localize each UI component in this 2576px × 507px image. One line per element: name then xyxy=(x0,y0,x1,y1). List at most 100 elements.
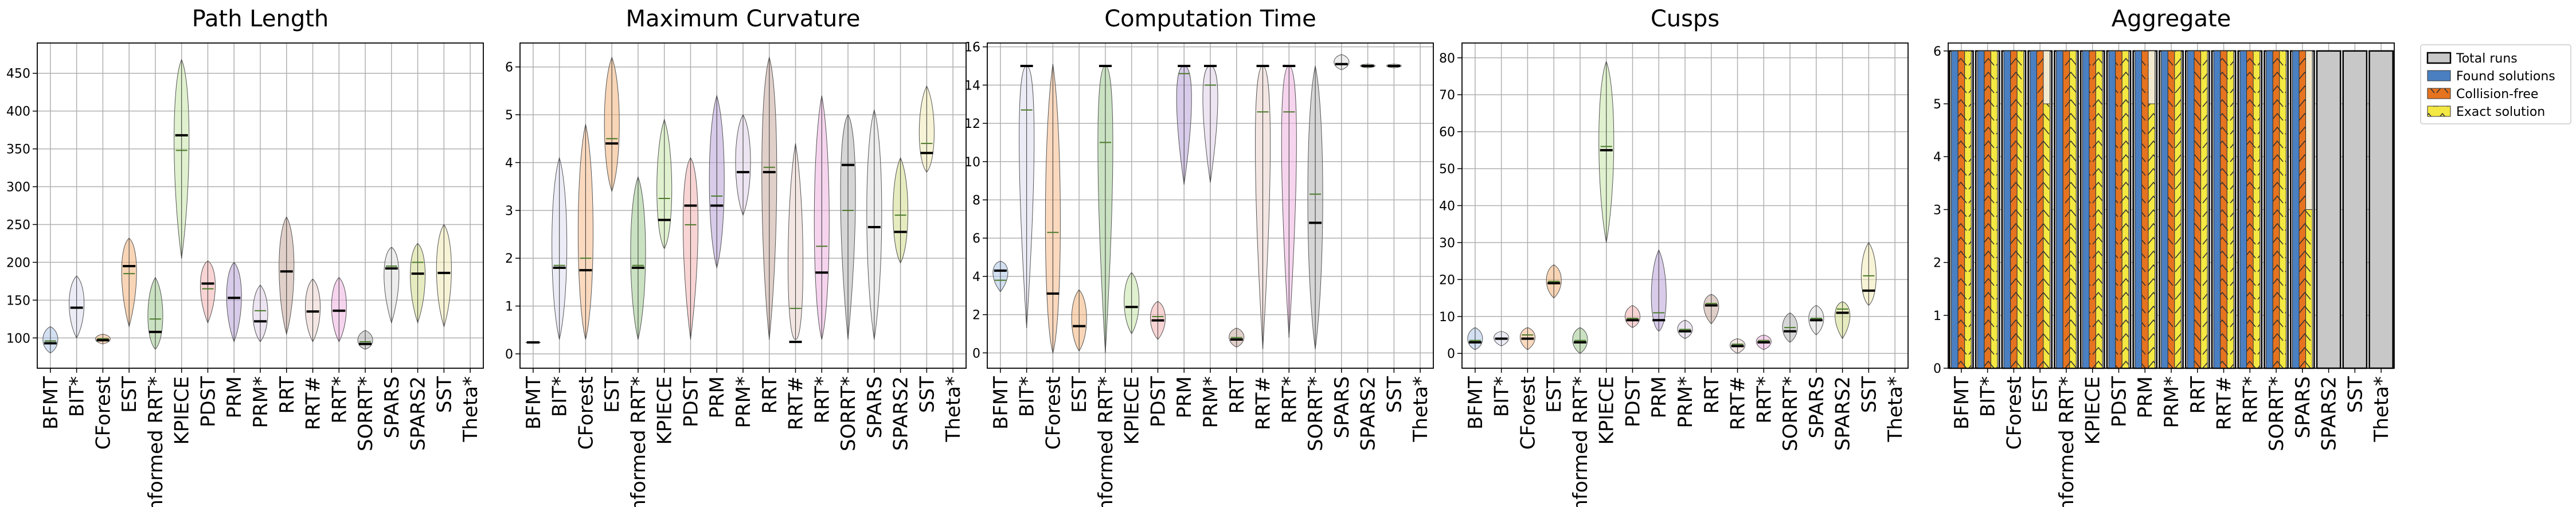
bar-total-runs-16 xyxy=(2368,50,2394,369)
xtick-label-4: Informed RRT* xyxy=(2055,376,2078,507)
bar-hatch-2-2 xyxy=(2017,50,2024,368)
bar-hatch-1-6 xyxy=(2115,50,2122,368)
bar-hatch-1-4 xyxy=(2063,50,2070,368)
panel-0: 100 150 200 250 300 350 400 450 Path Length BFMT B… xyxy=(6,6,484,507)
legend-swatch-0 xyxy=(2426,52,2452,64)
bar-found-solutions-10 xyxy=(2213,50,2221,369)
xtick-label-12: SORRT* xyxy=(1779,376,1802,451)
bar-hatch-2-3 xyxy=(2043,104,2050,368)
bar-hatch-1-10 xyxy=(2220,50,2227,368)
ytick-label-8: 80 xyxy=(1439,52,1455,66)
xtick-label-14: SPARS2 xyxy=(1832,376,1855,451)
xtick-label-8: PRM* xyxy=(1674,376,1697,428)
ytick-label-3: 3 xyxy=(505,204,513,219)
bar-found-solutions-8 xyxy=(2161,50,2168,369)
xtick-label-5: KPIECE xyxy=(2082,376,2105,445)
ytick-label-0: 100 xyxy=(6,332,30,346)
bar-found-solutions-1 xyxy=(1977,50,1985,369)
ytick-label-6: 400 xyxy=(6,105,30,119)
panel-title: Aggregate xyxy=(2112,6,2231,32)
xtick-label-10: RRT# xyxy=(302,376,325,430)
bar-hatch-1-13 xyxy=(2299,50,2306,368)
xtick-label-7: PRM xyxy=(1173,376,1196,418)
ytick-label-3: 250 xyxy=(6,218,30,232)
bar-hatch-2-6 xyxy=(2122,50,2129,368)
bar-found-solutions-7 xyxy=(2135,50,2142,369)
bar-found-solutions-11 xyxy=(2239,50,2247,369)
bar-hatch-2-8 xyxy=(2174,50,2182,368)
xtick-label-7: PRM xyxy=(706,376,729,418)
ytick-label-2: 2 xyxy=(1933,256,1941,271)
bar-hatch-1-5 xyxy=(2089,50,2096,368)
bar-found-solutions-9 xyxy=(2187,50,2195,369)
bar-found-solutions-12 xyxy=(2266,50,2273,369)
xtick-label-0: BFMT xyxy=(522,376,545,430)
xtick-label-8: PRM* xyxy=(249,376,272,428)
ytick-label-5: 350 xyxy=(6,143,30,157)
bar-found-solutions-3 xyxy=(2030,50,2037,369)
panel-title: Computation Time xyxy=(1104,6,1316,32)
bar-hatch-2-13 xyxy=(2305,209,2313,368)
ytick-label-8: 16 xyxy=(964,41,980,55)
bar-hatch-2-10 xyxy=(2227,50,2234,368)
xtick-label-14: SPARS2 xyxy=(2318,376,2341,451)
xtick-label-15: SST xyxy=(1383,376,1406,413)
xtick-label-4: Informed RRT* xyxy=(1094,376,1117,507)
ytick-label-3: 3 xyxy=(1933,203,1941,217)
bar-hatch-2-1 xyxy=(1991,50,1998,368)
xtick-label-4: Informed RRT* xyxy=(627,376,650,507)
panel-title: Cusps xyxy=(1651,6,1719,32)
legend-swatch-hatch-2 xyxy=(2428,88,2450,99)
xtick-label-10: RRT# xyxy=(2213,376,2236,430)
ytick-label-4: 40 xyxy=(1439,200,1455,214)
ytick-label-6: 6 xyxy=(1933,45,1941,59)
ytick-label-1: 150 xyxy=(6,294,30,308)
panel-title: Path Length xyxy=(192,6,329,32)
legend-label-2: Collision-free xyxy=(2456,87,2538,102)
panel-1: 0 1 2 3 4 5 6 Maximum Curvature BFMT BIT* CForest E… xyxy=(505,6,967,507)
bar-hatch-1-7 xyxy=(2141,50,2149,368)
bar-hatch-2-7 xyxy=(2148,104,2155,368)
xtick-label-15: SST xyxy=(1858,376,1881,413)
panel-title: Maximum Curvature xyxy=(626,6,861,32)
xtick-label-13: SPARS xyxy=(381,376,404,438)
bar-hatch-2-4 xyxy=(2069,50,2077,368)
bar-total-runs-15 xyxy=(2342,50,2368,369)
xtick-label-13: SPARS xyxy=(1805,376,1828,438)
xtick-label-11: RRT* xyxy=(2239,376,2262,424)
bar-hatch-1-2 xyxy=(2010,50,2018,368)
bar-hatch-1-8 xyxy=(2168,50,2175,368)
xtick-label-2: CForest xyxy=(2003,376,2026,450)
xtick-label-8: PRM* xyxy=(2160,376,2183,428)
panel-4: 0 1 2 3 4 5 6 Aggregate BFMT BIT* CForest EST Inform… xyxy=(1933,6,2395,507)
legend-label-0: Total runs xyxy=(2456,52,2518,66)
bar-found-solutions-4 xyxy=(2056,50,2063,369)
ytick-label-2: 2 xyxy=(505,252,513,266)
xtick-label-8: PRM* xyxy=(732,376,755,428)
ytick-label-7: 14 xyxy=(964,79,980,93)
xtick-label-3: EST xyxy=(118,376,141,413)
xtick-label-14: SPARS2 xyxy=(407,376,430,451)
ytick-label-2: 4 xyxy=(972,270,980,284)
xtick-label-0: BFMT xyxy=(990,376,1013,430)
ytick-label-1: 1 xyxy=(505,300,513,314)
xtick-label-12: SORRT* xyxy=(2265,376,2288,451)
ytick-label-0: 0 xyxy=(1933,362,1941,376)
xtick-label-9: RRT xyxy=(2187,376,2210,414)
bar-exact-gap-13 xyxy=(2305,50,2313,210)
legend-label-3: Exact solution xyxy=(2456,105,2545,119)
xtick-label-4: Informed RRT* xyxy=(1569,376,1592,507)
xtick-label-11: RRT* xyxy=(811,376,834,424)
xtick-label-3: EST xyxy=(2029,376,2052,413)
ytick-label-0: 0 xyxy=(1447,347,1455,361)
xtick-label-11: RRT* xyxy=(328,376,351,424)
xtick-label-13: SPARS xyxy=(2292,376,2315,438)
xtick-label-10: RRT# xyxy=(785,376,808,430)
xtick-label-8: PRM* xyxy=(1199,376,1222,428)
xtick-label-0: BFMT xyxy=(40,376,62,430)
xtick-label-9: RRT xyxy=(759,376,781,414)
xtick-label-2: CForest xyxy=(574,376,597,450)
xtick-label-3: EST xyxy=(1543,376,1566,413)
xtick-label-10: RRT# xyxy=(1252,376,1275,430)
xtick-label-9: RRT xyxy=(1701,376,1723,414)
